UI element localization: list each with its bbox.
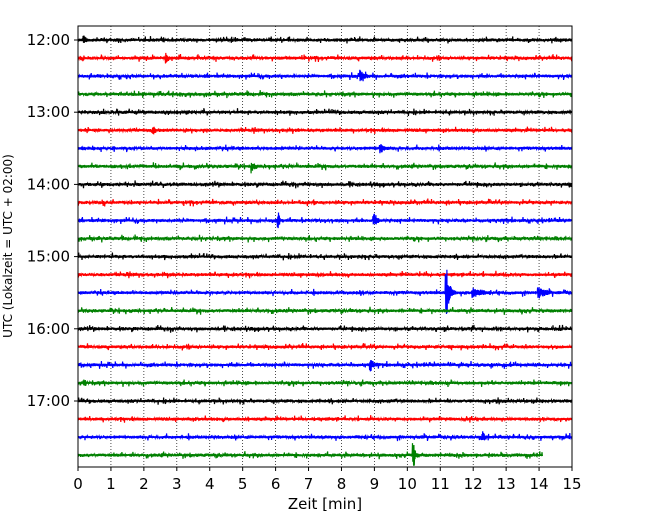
x-tick-label: 1 [106,475,116,493]
trace-line [77,269,573,315]
y-tick-label: 12:00 [27,31,70,49]
trace-line [77,52,573,64]
trace-line [77,108,573,116]
trace-line [77,252,573,261]
trace-line [77,180,573,189]
y-tick-label: 14:00 [27,175,70,193]
y-axis-label: UTC (Lokalzeit = UTC + 02:00) [1,154,15,338]
trace-line [77,234,573,243]
x-tick-label: 6 [271,475,281,493]
x-axis-ticks: 0 1 2 3 4 5 6 7 8 9 10 11 12 13 14 15 [73,467,582,493]
x-tick-label: 12 [464,475,483,493]
trace-line [77,162,573,174]
x-tick-label: 15 [562,475,581,493]
trace-line [77,270,573,279]
trace-line [77,35,573,44]
x-tick-label: 10 [398,475,417,493]
x-tick-label: 5 [238,475,248,493]
x-tick-label: 8 [337,475,347,493]
trace-line [77,360,573,372]
x-tick-label: 0 [73,475,83,493]
plot-frame [77,25,573,468]
trace-line [77,324,573,333]
trace-line [77,69,573,82]
y-tick-label: 15:00 [27,248,70,266]
x-tick-label: 7 [304,475,314,493]
trace-line [77,90,573,99]
trace-line [77,431,573,442]
y-axis-ticks: 12:00 13:00 14:00 15:00 16:00 17:00 [27,31,78,410]
x-tick-label: 11 [431,475,450,493]
y-tick-label: 13:00 [27,103,70,121]
trace-line [77,443,543,466]
trace-line [77,306,573,315]
trace-line [77,415,573,423]
x-tick-label: 3 [172,475,182,493]
trace-lines [77,35,573,466]
trace-line [77,397,573,405]
trace-line [77,143,573,154]
trace-line [77,212,573,229]
x-tick-label: 2 [139,475,149,493]
x-tick-label: 4 [205,475,215,493]
y-tick-label: 17:00 [27,392,70,410]
x-axis-label: Zeit [min] [288,495,362,513]
y-tick-label: 16:00 [27,320,70,338]
trace-line [77,198,573,207]
x-tick-label: 9 [370,475,380,493]
trace-line [77,126,573,135]
x-tick-label: 13 [497,475,516,493]
x-tick-label: 14 [530,475,549,493]
trace-line [77,342,573,351]
trace-line [77,379,573,387]
